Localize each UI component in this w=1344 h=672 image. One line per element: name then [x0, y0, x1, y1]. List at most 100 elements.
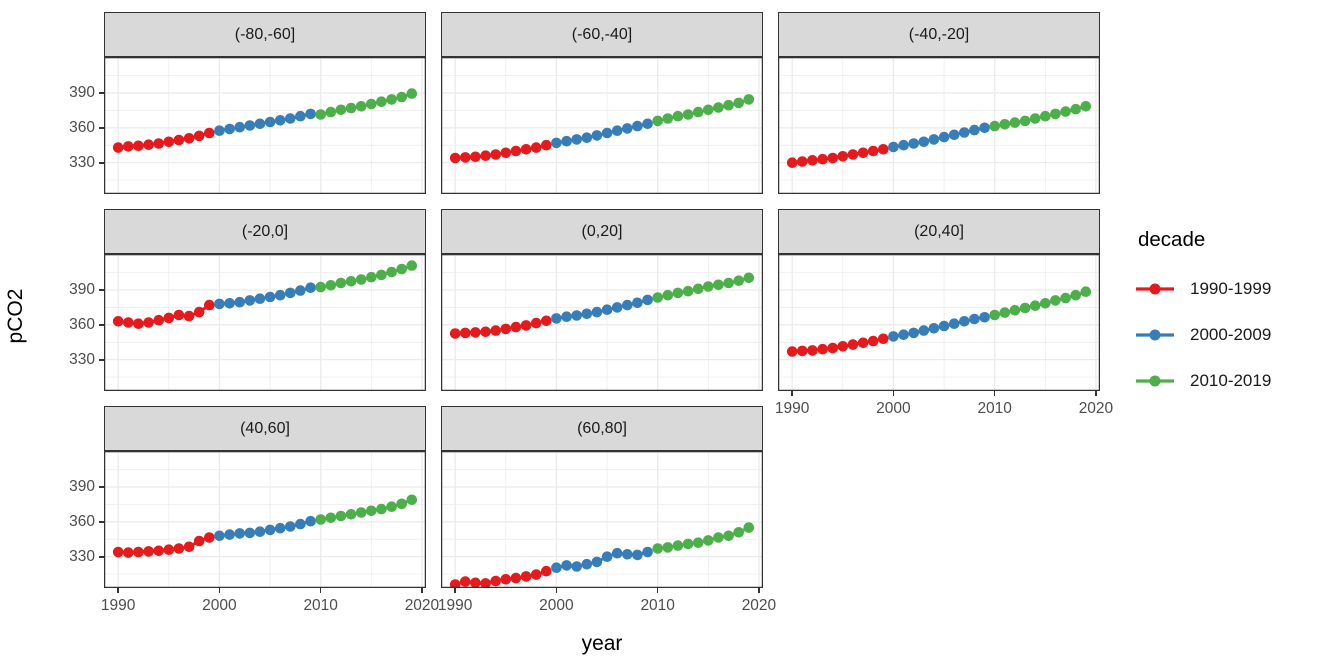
data-point: [959, 316, 970, 327]
data-point: [376, 96, 387, 107]
data-point: [274, 115, 286, 126]
data-point: [642, 294, 653, 306]
y-tickmark: [99, 486, 104, 488]
data-point: [662, 113, 674, 124]
data-point: [837, 341, 849, 352]
x-tickmark: [117, 588, 119, 593]
y-tick-label: 360: [69, 118, 95, 136]
data-point: [470, 327, 481, 338]
facet-strip: (0,20]: [441, 209, 763, 254]
y-tick-label: 390: [69, 477, 95, 495]
data-point: [817, 153, 828, 165]
data-point: [918, 325, 930, 336]
data-point: [733, 97, 744, 109]
data-point: [254, 526, 266, 537]
data-point: [928, 323, 940, 334]
data-point: [366, 98, 377, 110]
data-point: [672, 110, 684, 122]
data-point: [163, 312, 175, 324]
data-point: [989, 120, 1000, 132]
data-point: [335, 277, 347, 289]
data-point: [867, 145, 879, 157]
data-point: [581, 132, 593, 143]
data-point: [817, 343, 828, 355]
x-tick-label: 2020: [741, 597, 777, 614]
data-point: [406, 88, 418, 99]
y-tick-label: 330: [69, 153, 95, 171]
data-point: [1080, 101, 1092, 112]
x-tick-label: 2020: [404, 597, 440, 614]
data-point: [214, 530, 225, 542]
facet-strip: (40,60]: [104, 406, 426, 451]
x-tickmark: [218, 588, 221, 593]
data-point: [224, 123, 235, 135]
y-tick-label: 390: [69, 83, 95, 101]
data-point: [345, 276, 357, 287]
data-point: [480, 326, 491, 338]
data-point: [662, 289, 674, 301]
legend-item: 2010-2019: [1136, 358, 1271, 404]
legend-item-label: 2010-2019: [1190, 371, 1272, 390]
data-point: [999, 119, 1011, 130]
data-point: [1009, 305, 1021, 316]
data-point: [938, 320, 950, 332]
data-point: [123, 317, 134, 328]
data-point: [601, 127, 613, 139]
data-point: [460, 152, 471, 163]
data-point: [632, 120, 643, 132]
data-point: [315, 109, 326, 120]
data-point: [1080, 286, 1092, 297]
x-tickmark: [791, 391, 793, 396]
data-point: [305, 515, 316, 527]
y-tickmark: [99, 521, 104, 523]
data-point: [733, 527, 744, 538]
data-point: [163, 136, 175, 148]
facet-panel: [104, 451, 426, 588]
x-tickmark: [1095, 391, 1097, 396]
data-point: [1029, 113, 1041, 124]
data-point: [797, 345, 808, 357]
data-point: [470, 577, 481, 588]
data-point: [274, 522, 286, 534]
x-tickmark: [758, 588, 760, 593]
data-point: [1019, 115, 1031, 127]
data-point: [692, 283, 704, 295]
x-tick-label: 2010: [640, 597, 675, 614]
data-point: [999, 307, 1011, 318]
data-point: [112, 546, 124, 558]
data-point: [867, 335, 879, 347]
data-point: [173, 309, 185, 321]
facet-strip: (-80,-60]: [104, 12, 426, 57]
data-point: [274, 289, 286, 301]
x-tickmark: [421, 588, 423, 593]
data-point: [743, 94, 755, 105]
facet-strip-label: (60,80]: [577, 419, 627, 437]
x-tick-label: 2010: [977, 400, 1012, 417]
data-point: [234, 528, 245, 539]
data-point: [969, 124, 980, 136]
data-point: [224, 298, 235, 309]
data-point: [244, 295, 256, 306]
data-point: [786, 157, 798, 168]
data-point: [989, 309, 1000, 321]
x-tick-label: 1990: [774, 400, 810, 417]
data-point: [305, 282, 316, 293]
legend-items: 1990-1999 2000-2009 2010-2019: [1136, 266, 1271, 404]
data-point: [703, 104, 714, 116]
legend: decade 1990-1999 2000-2009 2010-2019: [1136, 228, 1271, 404]
data-point: [581, 308, 593, 320]
data-point: [888, 331, 899, 342]
x-tick-label: 1990: [437, 597, 473, 614]
facet-strip: (20,40]: [778, 209, 1100, 254]
data-point: [264, 524, 276, 536]
data-point: [581, 558, 593, 570]
data-point: [847, 149, 859, 160]
y-tickmark: [99, 289, 104, 291]
x-tickmark: [656, 588, 659, 593]
data-point: [295, 285, 306, 296]
data-point: [112, 142, 124, 153]
data-point: [254, 293, 266, 304]
facet-strip-label: (-80,-60]: [234, 25, 296, 43]
data-point: [264, 116, 276, 128]
data-point: [204, 299, 215, 311]
